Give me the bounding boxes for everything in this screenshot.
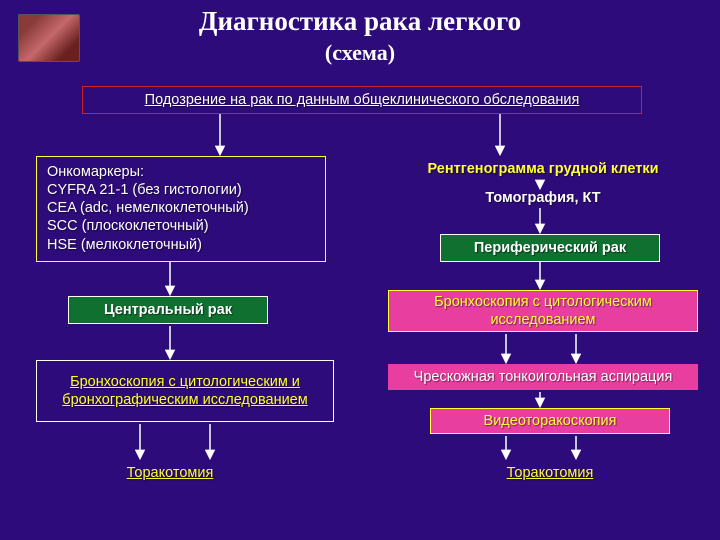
box-central-text: Центральный рак (104, 301, 232, 319)
box-xray-text: Рентгенограмма грудной клетки (427, 160, 658, 178)
box-broncho-left: Бронхоскопия с цитологическим и бронхогр… (36, 360, 334, 422)
box-aspiration-text: Чрескожная тонкоигольная аспирация (414, 368, 673, 386)
box-videothor: Видеоторакоскопия (430, 408, 670, 434)
page-title: Диагностика рака легкого (0, 6, 720, 37)
box-tomography-text: Томография, КТ (485, 189, 600, 207)
box-broncho-right-text: Бронхоскопия с цитологическим исследован… (395, 293, 691, 329)
flow-arrows (0, 0, 720, 540)
box-thoraco-right-text: Торакотомия (507, 464, 594, 482)
box-videothor-text: Видеоторакоскопия (484, 412, 617, 430)
box-tomography: Томография, КТ (398, 188, 688, 208)
box-suspicion-text: Подозрение на рак по данным общеклиничес… (145, 91, 580, 109)
page-subtitle: (схема) (0, 40, 720, 66)
box-markers: Онкомаркеры:CYFRA 21-1 (без гистологии)C… (36, 156, 326, 262)
box-central: Центральный рак (68, 296, 268, 324)
box-broncho-left-text: Бронхоскопия с цитологическим и бронхогр… (43, 373, 327, 409)
box-thoraco-right: Торакотомия (470, 462, 630, 484)
box-aspiration: Чрескожная тонкоигольная аспирация (388, 364, 698, 390)
box-thoraco-left: Торакотомия (90, 462, 250, 484)
box-peripheral-text: Периферический рак (474, 239, 626, 257)
box-broncho-right: Бронхоскопия с цитологическим исследован… (388, 290, 698, 332)
box-peripheral: Периферический рак (440, 234, 660, 262)
box-xray: Рентгенограмма грудной клетки (398, 158, 688, 180)
box-thoraco-left-text: Торакотомия (127, 464, 214, 482)
box-markers-lines: Онкомаркеры:CYFRA 21-1 (без гистологии)C… (47, 163, 249, 254)
box-suspicion: Подозрение на рак по данным общеклиничес… (82, 86, 642, 114)
